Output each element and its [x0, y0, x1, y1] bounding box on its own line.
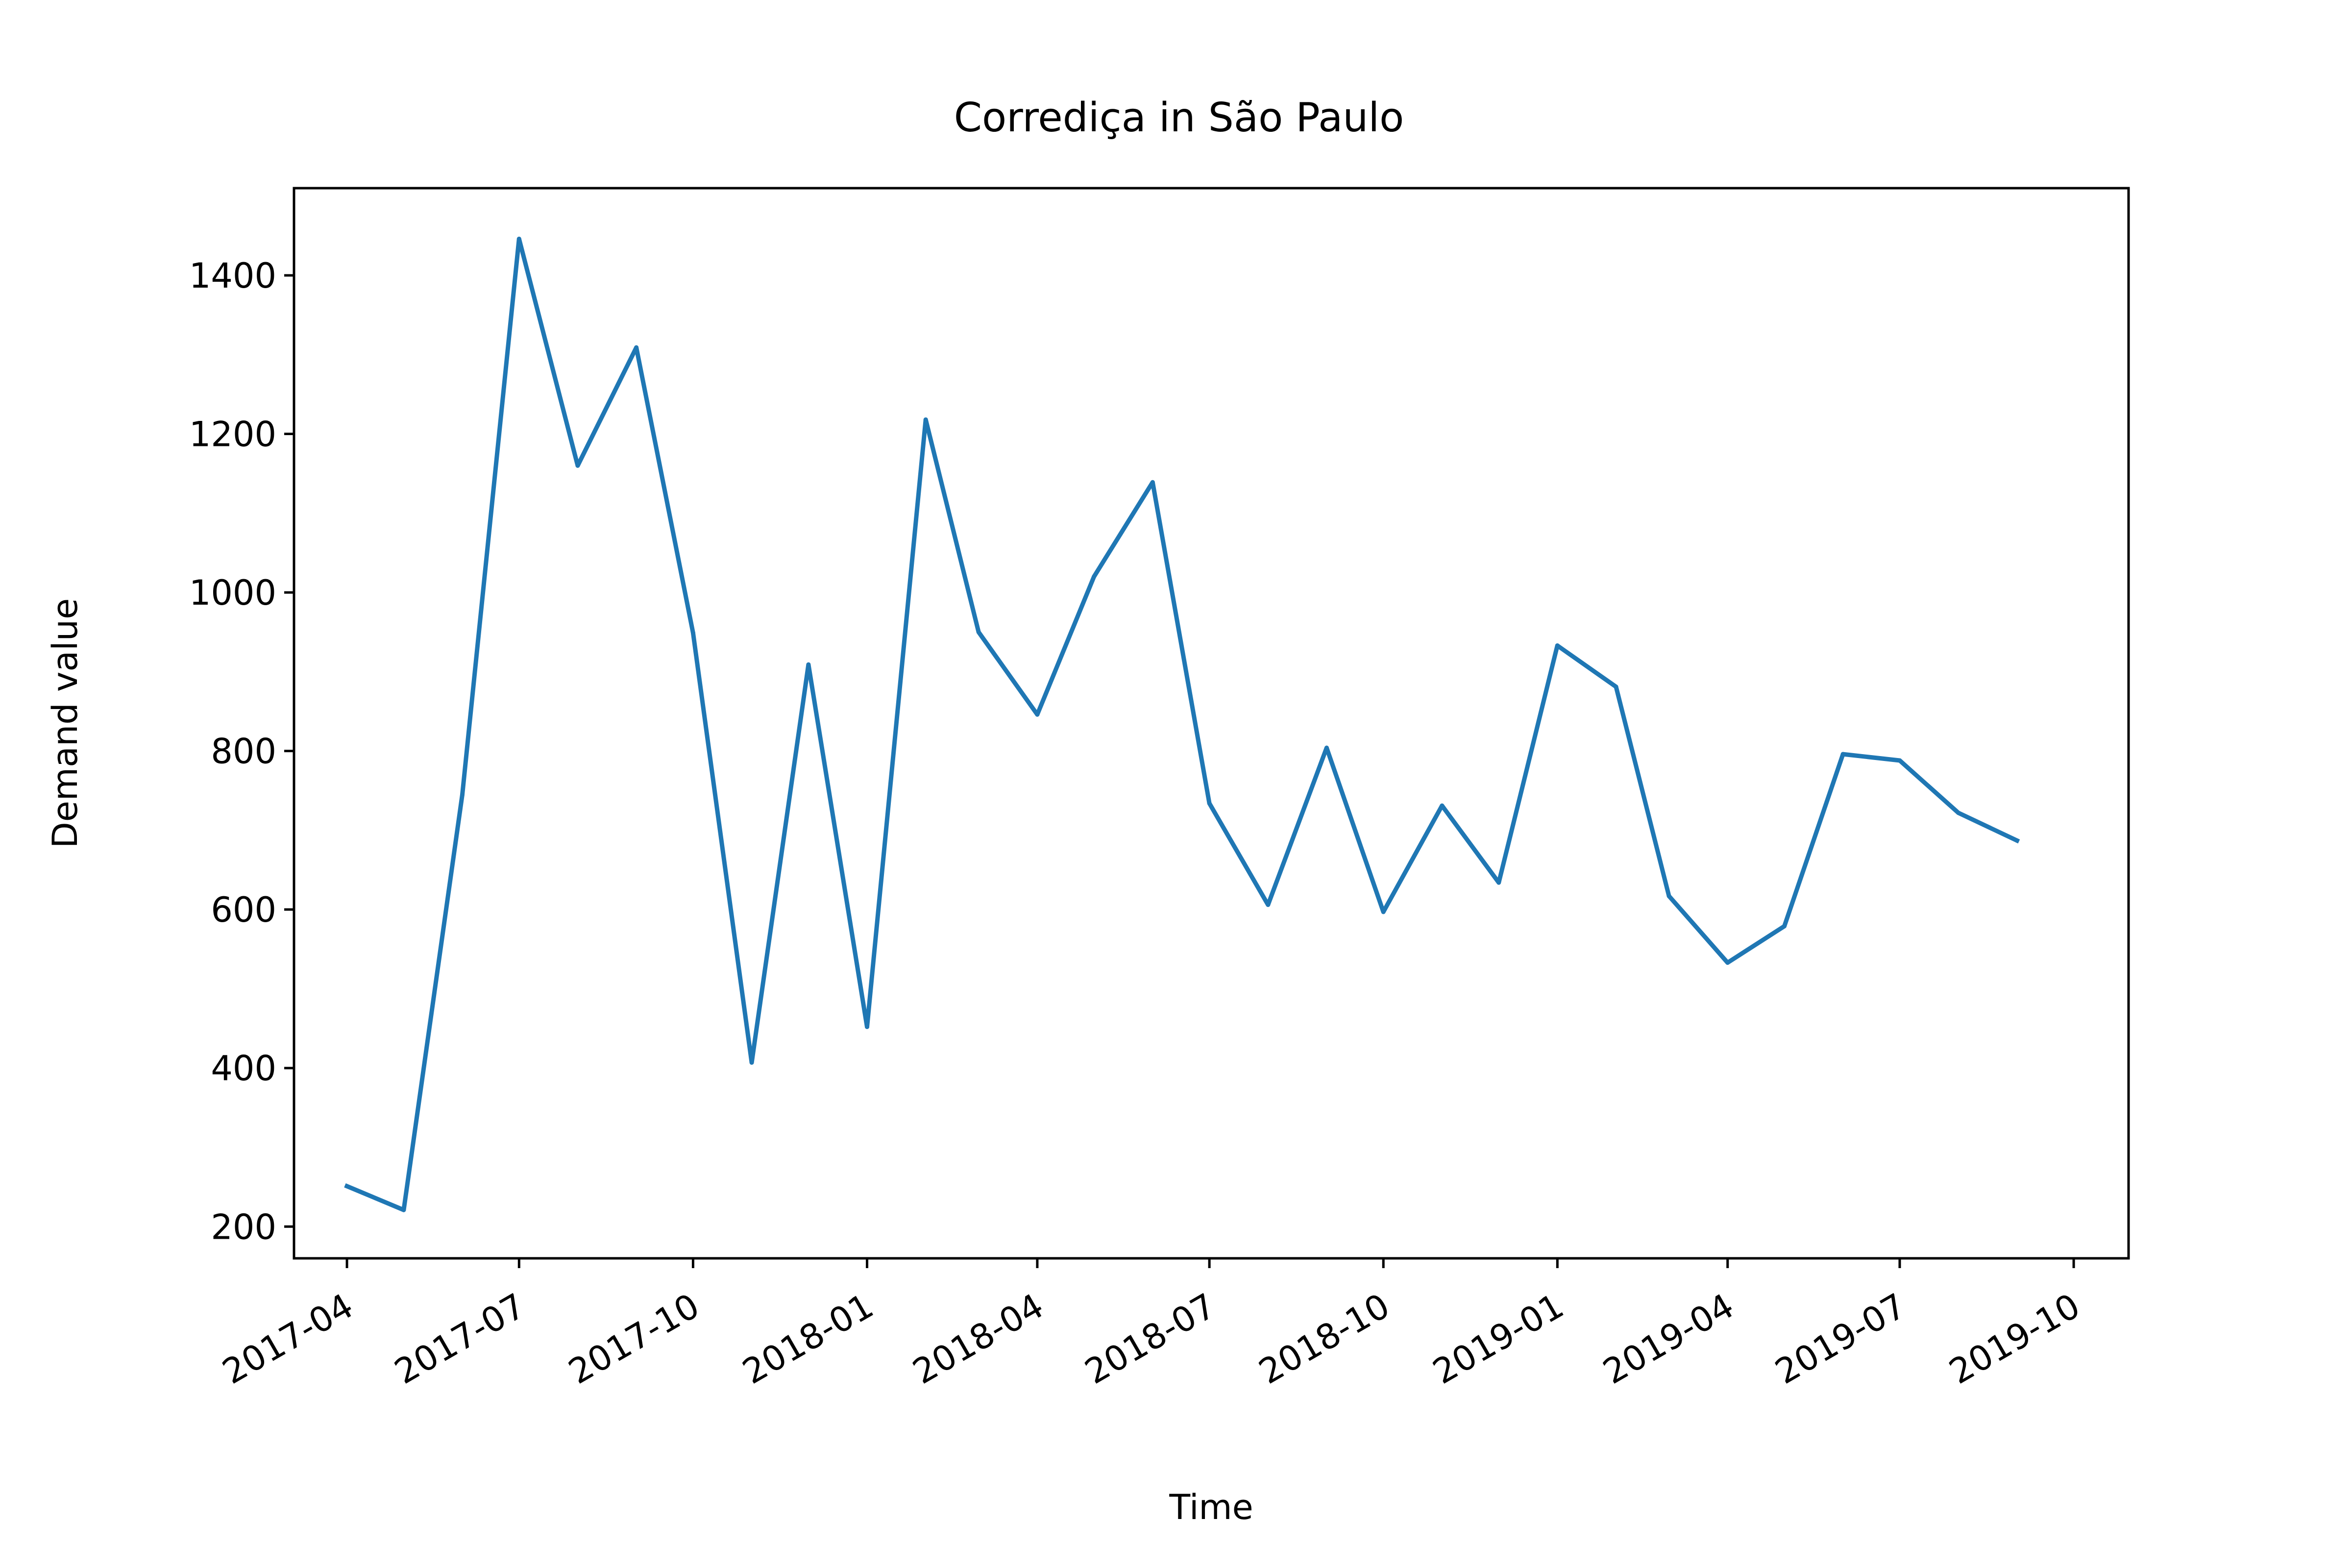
data-point — [1725, 960, 1730, 965]
data-point — [1614, 685, 1618, 689]
y-tick-label: 200 — [211, 1207, 276, 1247]
data-point — [1150, 480, 1155, 485]
y-tick-label: 600 — [211, 890, 276, 930]
data-point — [634, 345, 639, 350]
data-point — [749, 1060, 754, 1065]
data-point — [1840, 752, 1845, 757]
axes-frame — [293, 187, 2130, 1260]
y-tick-label: 1400 — [189, 256, 276, 296]
data-point — [1782, 924, 1787, 929]
data-point — [1956, 810, 1961, 815]
data-point — [1381, 909, 1386, 914]
data-point — [1324, 745, 1329, 750]
data-point — [690, 631, 695, 636]
data-point — [1092, 574, 1097, 579]
data-point — [1666, 894, 1671, 899]
plot-area — [344, 237, 2020, 1212]
data-point — [976, 630, 981, 635]
data-point — [806, 662, 811, 667]
data-point — [1496, 880, 1501, 885]
y-axis-label: Demand value — [45, 598, 85, 848]
data-point — [1207, 801, 1212, 806]
x-axis-label: Time — [1169, 1487, 1253, 1527]
series-line — [344, 237, 2020, 1212]
y-axis-ticks: 200 400 600 800 1000 1200 1400 — [189, 256, 294, 1247]
data-point — [575, 463, 580, 468]
data-point — [1035, 712, 1040, 717]
data-point — [401, 1207, 406, 1212]
data-point — [923, 417, 928, 422]
y-tick-label: 1000 — [189, 573, 276, 613]
data-point — [1266, 902, 1271, 907]
data-point — [516, 237, 521, 242]
data-point — [1440, 803, 1445, 808]
data-point — [2014, 838, 2019, 843]
y-tick-label: 400 — [211, 1049, 276, 1089]
data-point — [865, 1025, 870, 1029]
data-point — [344, 1184, 349, 1189]
chart-title: Corrediça in São Paulo — [954, 95, 1404, 141]
data-point — [460, 792, 465, 797]
data-point — [1897, 758, 1902, 763]
y-tick-label: 800 — [211, 732, 276, 772]
y-tick-label: 1200 — [189, 415, 276, 455]
data-point — [1555, 643, 1560, 648]
